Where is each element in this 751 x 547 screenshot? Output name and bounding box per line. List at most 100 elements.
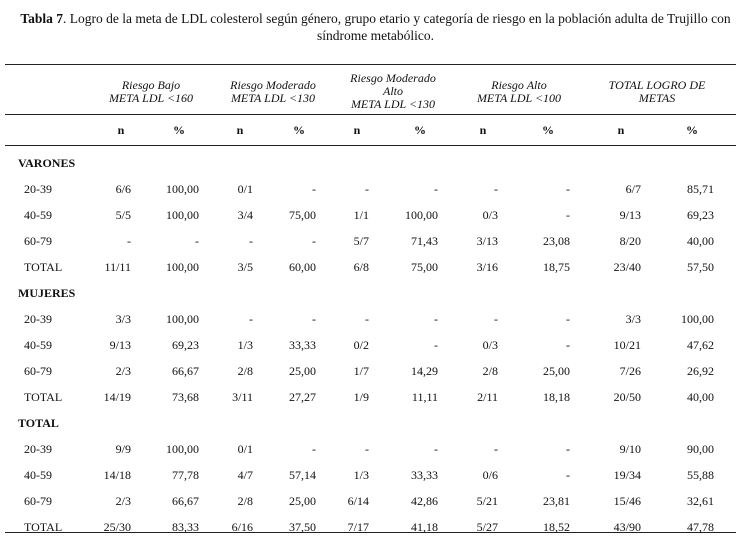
table-cell: 2/8 [237,494,253,508]
table-cell: - [127,234,131,248]
row-label: 40-59 [24,208,52,222]
section-title: MUJERES [18,286,76,300]
table-cell: - [566,208,570,222]
table-rule [5,64,736,65]
table-cell: 3/13 [476,234,498,248]
table-cell: 3/5 [237,260,253,274]
table-cell: 18,18 [543,390,570,404]
table-cell: 100,00 [166,442,199,456]
group-header-line2: Alto [383,84,403,98]
table-cell: 8/20 [619,234,641,248]
table-cell: 19/34 [613,468,641,482]
table-cell: - [312,312,316,326]
table-cell: 69,23 [172,338,199,352]
table-cell: - [365,442,369,456]
group-header-line1: TOTAL LOGRO DE [608,78,706,92]
table-cell: - [249,234,253,248]
table-cell: 55,88 [687,468,714,482]
table-cell: 3/16 [476,260,498,274]
group-header-line2: META LDL <100 [476,91,562,105]
table-cell: - [312,442,316,456]
table-cell: 5/27 [476,520,498,534]
table-cell: 83,33 [172,520,199,534]
table-caption: Tabla 7. Logro de la meta de LDL coleste… [0,10,751,44]
table-cell: 20/50 [613,390,641,404]
group-header-line1: Riesgo Moderado [350,71,436,85]
table-cell: 33,33 [289,338,316,352]
group-header-line2: META LDL <130 [230,91,316,105]
table-cell: 0/1 [237,182,253,196]
table-cell: - [494,442,498,456]
table-cell: - [434,182,438,196]
subheader-n: n [479,123,487,137]
table-cell: 25,00 [289,364,316,378]
table-cell: 1/3 [237,338,253,352]
subheader-n: n [236,123,244,137]
row-label: 60-79 [24,494,52,508]
table-cell: 90,00 [687,442,714,456]
row-label: TOTAL [24,390,63,404]
table-cell: 15/46 [613,494,641,508]
table-cell: 7/26 [619,364,641,378]
table-cell: 25,00 [289,494,316,508]
table-cell: 10/21 [613,338,641,352]
table-cell: - [566,338,570,352]
table-cell: 100,00 [166,208,199,222]
table-cell: - [434,442,438,456]
table-cell: - [494,182,498,196]
table-cell: 32,61 [687,494,714,508]
table-cell: 7/17 [347,520,369,534]
row-label: TOTAL [24,520,63,534]
table-cell: 2/3 [115,364,131,378]
table-cell: 6/7 [625,182,641,196]
table-cell: 11/11 [104,260,131,274]
table-cell: 18,75 [543,260,570,274]
table-cell: 4/7 [237,468,253,482]
caption-text: . Logro de la meta de LDL colesterol seg… [63,11,731,26]
table-cell: 3/3 [115,312,131,326]
group-header-line1: Riesgo Bajo [121,78,181,92]
table-cell: 5/7 [353,234,369,248]
table-cell: 66,67 [172,364,199,378]
table-cell: 85,71 [687,182,714,196]
table-cell: 69,23 [687,208,714,222]
table-cell: 1/1 [353,208,369,222]
table-cell: 6/14 [347,494,369,508]
group-header-line3: META LDL <130 [350,97,436,111]
table-cell: 14/18 [103,468,131,482]
subheader-n: n [353,123,361,137]
section-title: VARONES [18,156,76,170]
table-cell: 0/3 [482,208,498,222]
table-cell: - [365,182,369,196]
table-cell: 0/1 [237,442,253,456]
table-cell: 47,78 [687,520,714,534]
table-cell: 100,00 [166,182,199,196]
table-cell: - [195,234,199,248]
section-title: TOTAL [18,416,59,430]
table-cell: 23,81 [543,494,570,508]
table-cell: 100,00 [405,208,438,222]
table-cell: 14,29 [411,364,438,378]
table-cell: - [494,312,498,326]
row-label: 20-39 [24,312,52,326]
table-cell: 100,00 [166,260,199,274]
table-cell: 0/3 [482,338,498,352]
table-cell: 40,00 [687,234,714,248]
table-cell: 6/6 [115,182,131,196]
table-cell: 40,00 [687,390,714,404]
table-cell: - [566,468,570,482]
table-cell: 42,86 [411,494,438,508]
table-cell: - [566,442,570,456]
table-rule [5,114,736,115]
table-cell: 25/30 [103,520,131,534]
subheader-n: n [617,123,625,137]
subheader-percent: % [414,123,426,137]
table-cell: 3/11 [232,390,253,404]
table-cell: 73,68 [172,390,199,404]
group-header-line1: Riesgo Moderado [230,78,316,92]
table-cell: 14/19 [103,390,131,404]
group-header-line2: METAS [638,91,676,105]
table-cell: 100,00 [681,312,714,326]
table-cell: 1/9 [353,390,369,404]
row-label: 20-39 [24,442,52,456]
